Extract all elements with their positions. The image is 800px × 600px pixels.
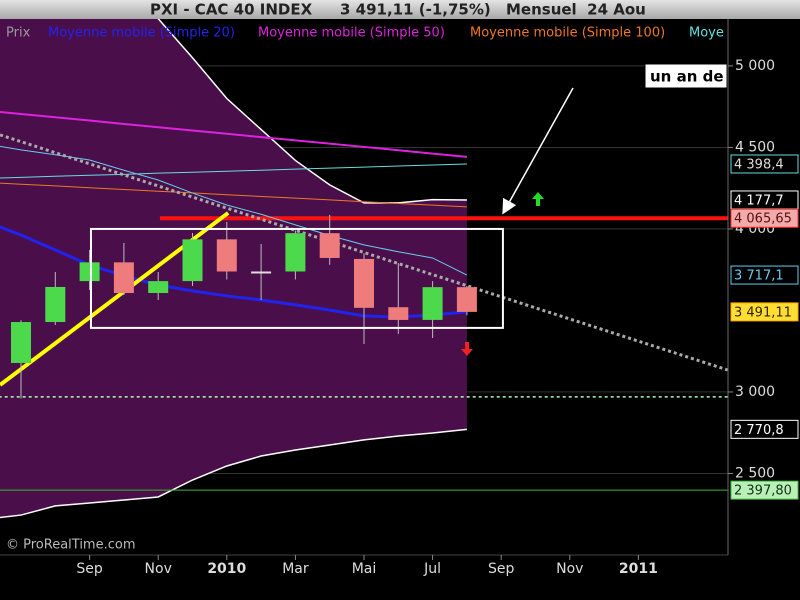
- y-tick-label: 5 000: [735, 58, 775, 74]
- price-label: 3 717,1: [734, 269, 784, 284]
- legend-price: Prix: [6, 26, 31, 41]
- title-quote: 3 491,11 (-1,75%): [340, 1, 491, 19]
- candle-body: [216, 239, 237, 272]
- x-tick-label: 2010: [207, 561, 246, 577]
- band-line: [0, 428, 467, 519]
- annotation: un an de: [650, 68, 724, 86]
- candle-body: [113, 262, 134, 294]
- candle-body: [456, 287, 477, 312]
- x-tick-label: Sep: [76, 561, 103, 577]
- price-label: 3 491,11: [734, 305, 792, 320]
- price-label-box: [730, 302, 799, 322]
- price-label: 4 398,4: [734, 157, 784, 172]
- up-arrow: [532, 192, 544, 206]
- x-tick-label: Mar: [282, 561, 309, 577]
- candle-body: [285, 233, 306, 272]
- y-tick-label: 2 500: [735, 465, 775, 481]
- candle-body: [148, 281, 169, 294]
- price-label: 2 397,80: [734, 484, 792, 499]
- range-box: [89, 227, 504, 329]
- x-tick-label: Sep: [488, 561, 515, 577]
- candle-body: [251, 271, 272, 274]
- legend-entry: Moyenne mobile (Simple 100): [470, 26, 665, 41]
- candle-body: [11, 322, 31, 363]
- legend-entry: Moyenne mobile (Simple 50): [258, 26, 445, 41]
- price-label-box: [730, 419, 799, 439]
- y-tick-label: 4 500: [735, 139, 775, 155]
- legend-entry: Moyenne mobile (Simple 20): [48, 26, 235, 41]
- down-arrow: [461, 342, 473, 356]
- y-tick-label: 3 000: [735, 384, 775, 400]
- ma-line: [0, 111, 467, 158]
- price-label: 2 770,8: [734, 423, 784, 438]
- title-period: Mensuel 24 Aou: [506, 1, 646, 19]
- ma-line: [0, 145, 468, 276]
- x-tick-label: 2011: [619, 561, 658, 577]
- trend-line: [0, 133, 728, 372]
- legend-entry: Moye: [689, 26, 724, 41]
- candle-body: [388, 307, 409, 320]
- price-label-box: [730, 265, 799, 285]
- price-label-box: [730, 154, 799, 174]
- candle-body: [79, 262, 100, 282]
- x-tick-label: Jul: [423, 561, 441, 577]
- copyright: © ProRealTime.com: [6, 538, 136, 553]
- title-symbol: PXI - CAC 40 INDEX: [150, 1, 313, 19]
- price-label-box: [730, 480, 799, 500]
- price-label: 4 065,65: [734, 212, 792, 227]
- x-tick-label: Nov: [556, 561, 583, 577]
- x-tick-label: Nov: [145, 561, 172, 577]
- ma-line: [0, 225, 468, 319]
- plot-area: [0, 18, 728, 519]
- arrow: [502, 87, 574, 215]
- price-label-box: [730, 208, 799, 228]
- annotation-box: [644, 63, 728, 89]
- candle-body: [354, 258, 374, 308]
- candle-body: [422, 287, 443, 320]
- ma-line: [0, 182, 467, 208]
- price-label: 4 177,7: [734, 193, 784, 208]
- title-bar: [0, 0, 800, 19]
- ma-line: [0, 163, 467, 179]
- x-tick-label: Mai: [352, 561, 377, 577]
- candle-body: [45, 286, 66, 323]
- overlay: [461, 87, 574, 356]
- candle-body: [182, 239, 203, 282]
- candle-body: [319, 233, 340, 258]
